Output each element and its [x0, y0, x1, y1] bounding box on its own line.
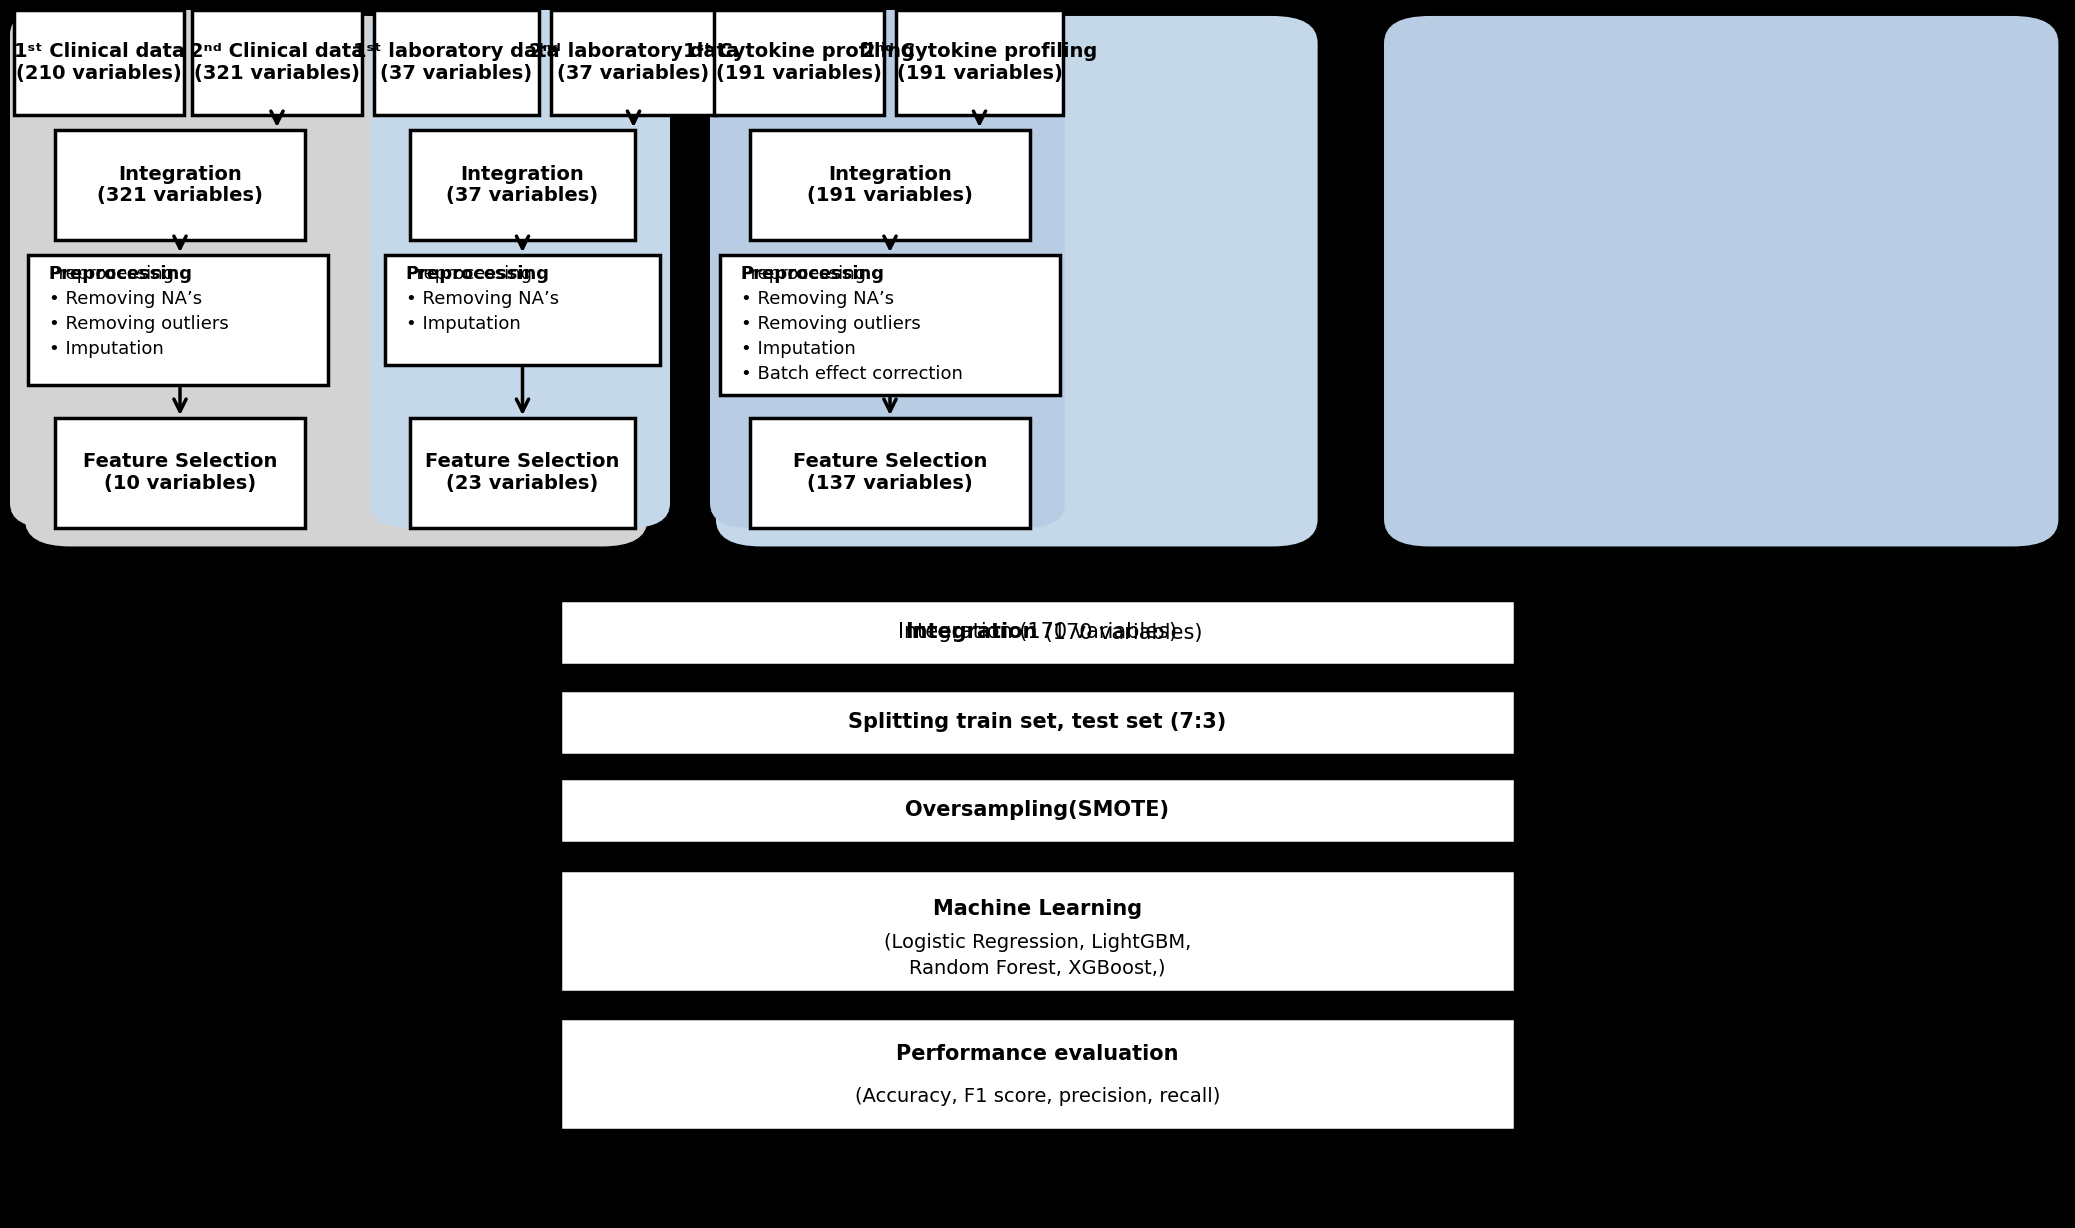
Text: Performance evaluation: Performance evaluation [896, 1044, 1179, 1063]
Text: (Logistic Regression, LightGBM,
Random Forest, XGBoost,): (Logistic Regression, LightGBM, Random F… [884, 933, 1191, 977]
Text: Integration (170 variables): Integration (170 variables) [898, 623, 1177, 642]
Text: Preprocessing: Preprocessing [48, 265, 193, 282]
FancyBboxPatch shape [1384, 16, 2058, 546]
FancyBboxPatch shape [369, 10, 670, 528]
Text: Preprocessing
• Removing NA’s
• Imputation: Preprocessing • Removing NA’s • Imputati… [407, 265, 558, 333]
Text: 1ˢᵗ Clinical data
(210 variables): 1ˢᵗ Clinical data (210 variables) [15, 42, 185, 84]
Text: Feature Selection
(137 variables): Feature Selection (137 variables) [793, 452, 988, 494]
FancyBboxPatch shape [411, 130, 635, 239]
Text: Preprocessing: Preprocessing [741, 265, 884, 282]
FancyBboxPatch shape [560, 779, 1515, 842]
Text: 2ⁿᵈ Cytokine profiling
(191 variables): 2ⁿᵈ Cytokine profiling (191 variables) [861, 42, 1098, 84]
FancyBboxPatch shape [56, 130, 305, 239]
FancyBboxPatch shape [27, 255, 328, 386]
FancyBboxPatch shape [552, 10, 716, 115]
FancyBboxPatch shape [710, 10, 1064, 528]
Text: Preprocessing
• Removing NA’s
• Removing outliers
• Imputation
• Batch effect co: Preprocessing • Removing NA’s • Removing… [741, 265, 963, 383]
Text: (170 variables): (170 variables) [1038, 623, 1201, 642]
Text: Splitting train set, test set (7:3): Splitting train set, test set (7:3) [849, 712, 1226, 732]
Text: Feature Selection
(23 variables): Feature Selection (23 variables) [425, 452, 620, 494]
Text: Oversampling(SMOTE): Oversampling(SMOTE) [905, 801, 1170, 820]
Text: 2ⁿᵈ Clinical data
(321 variables): 2ⁿᵈ Clinical data (321 variables) [189, 42, 365, 84]
FancyBboxPatch shape [560, 690, 1515, 755]
Text: 2ⁿᵈ laboratory data
(37 variables): 2ⁿᵈ laboratory data (37 variables) [529, 42, 739, 84]
FancyBboxPatch shape [15, 10, 185, 115]
FancyBboxPatch shape [714, 10, 884, 115]
Text: Integration: Integration [905, 623, 1038, 642]
FancyBboxPatch shape [749, 130, 1029, 239]
FancyBboxPatch shape [720, 255, 1060, 395]
FancyBboxPatch shape [896, 10, 1062, 115]
FancyBboxPatch shape [386, 255, 660, 365]
Text: (Accuracy, F1 score, precision, recall): (Accuracy, F1 score, precision, recall) [855, 1087, 1220, 1106]
FancyBboxPatch shape [374, 10, 540, 115]
Text: 1ˢᵗ Cytokine profiling
(191 variables): 1ˢᵗ Cytokine profiling (191 variables) [683, 42, 915, 84]
FancyBboxPatch shape [749, 418, 1029, 528]
Text: Integration
(191 variables): Integration (191 variables) [807, 165, 973, 205]
FancyBboxPatch shape [560, 869, 1515, 992]
Text: Feature Selection
(10 variables): Feature Selection (10 variables) [83, 452, 278, 494]
Text: Integration
(321 variables): Integration (321 variables) [98, 165, 264, 205]
FancyBboxPatch shape [56, 418, 305, 528]
FancyBboxPatch shape [716, 16, 1318, 546]
Text: Integration (170 variables): Integration (170 variables) [898, 623, 1177, 642]
FancyBboxPatch shape [10, 10, 309, 528]
Text: Preprocessing: Preprocessing [407, 265, 550, 282]
Text: Preprocessing
• Removing NA’s
• Removing outliers
• Imputation: Preprocessing • Removing NA’s • Removing… [48, 265, 228, 357]
Text: Integration
(37 variables): Integration (37 variables) [446, 165, 598, 205]
FancyBboxPatch shape [411, 418, 635, 528]
FancyBboxPatch shape [193, 10, 361, 115]
Text: 1ˢᵗ laboratory data
(37 variables): 1ˢᵗ laboratory data (37 variables) [353, 42, 560, 84]
FancyBboxPatch shape [560, 600, 1515, 666]
Text: Machine Learning: Machine Learning [934, 899, 1141, 919]
FancyBboxPatch shape [560, 1018, 1515, 1130]
FancyBboxPatch shape [25, 16, 647, 546]
